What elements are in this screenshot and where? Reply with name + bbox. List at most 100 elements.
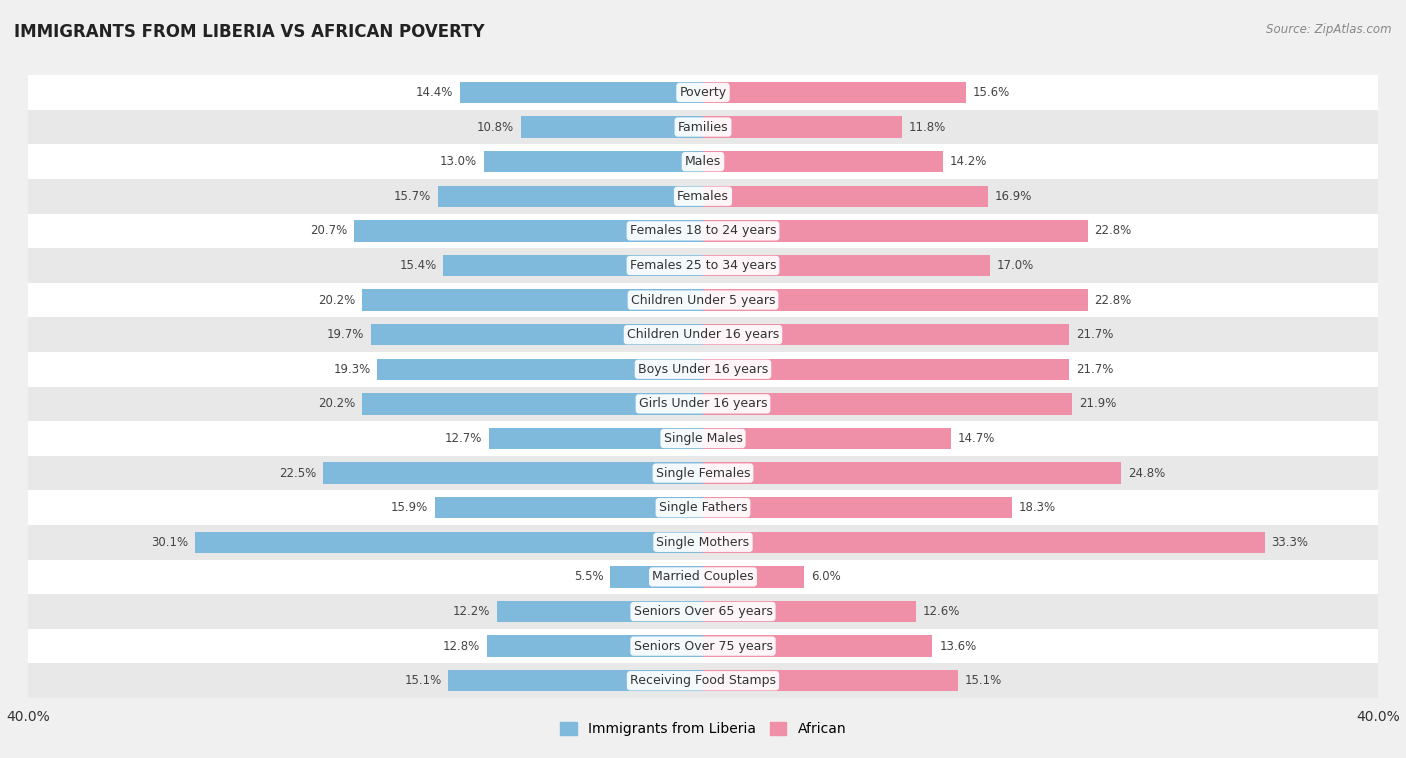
- Bar: [28, 387, 1378, 421]
- Text: IMMIGRANTS FROM LIBERIA VS AFRICAN POVERTY: IMMIGRANTS FROM LIBERIA VS AFRICAN POVER…: [14, 23, 485, 41]
- Bar: [460, 82, 703, 103]
- Bar: [323, 462, 703, 484]
- Text: 15.7%: 15.7%: [394, 190, 432, 202]
- Text: Seniors Over 75 years: Seniors Over 75 years: [634, 640, 772, 653]
- Text: Single Males: Single Males: [664, 432, 742, 445]
- Bar: [449, 670, 703, 691]
- Text: 15.1%: 15.1%: [405, 674, 441, 688]
- Bar: [703, 462, 1122, 484]
- Text: Children Under 16 years: Children Under 16 years: [627, 328, 779, 341]
- Bar: [28, 248, 1378, 283]
- Bar: [703, 186, 988, 207]
- Bar: [443, 255, 703, 276]
- Text: 12.7%: 12.7%: [444, 432, 482, 445]
- Bar: [434, 497, 703, 518]
- Bar: [703, 324, 1069, 346]
- Text: 22.5%: 22.5%: [280, 467, 316, 480]
- Text: 14.2%: 14.2%: [949, 155, 987, 168]
- Text: Girls Under 16 years: Girls Under 16 years: [638, 397, 768, 410]
- Text: 21.7%: 21.7%: [1076, 328, 1114, 341]
- Bar: [703, 531, 1265, 553]
- Text: 6.0%: 6.0%: [811, 571, 841, 584]
- Text: 13.6%: 13.6%: [939, 640, 976, 653]
- Bar: [28, 214, 1378, 248]
- Text: 20.7%: 20.7%: [309, 224, 347, 237]
- Text: Seniors Over 65 years: Seniors Over 65 years: [634, 605, 772, 618]
- Bar: [28, 318, 1378, 352]
- Text: Females 18 to 24 years: Females 18 to 24 years: [630, 224, 776, 237]
- Bar: [195, 531, 703, 553]
- Text: 22.8%: 22.8%: [1094, 224, 1132, 237]
- Bar: [439, 186, 703, 207]
- Bar: [703, 151, 942, 172]
- Text: 15.1%: 15.1%: [965, 674, 1001, 688]
- Text: 24.8%: 24.8%: [1128, 467, 1166, 480]
- Bar: [363, 393, 703, 415]
- Bar: [28, 456, 1378, 490]
- Bar: [703, 670, 957, 691]
- Bar: [28, 75, 1378, 110]
- Text: 5.5%: 5.5%: [574, 571, 603, 584]
- Bar: [354, 220, 703, 242]
- Text: 14.4%: 14.4%: [416, 86, 453, 99]
- Bar: [363, 290, 703, 311]
- Text: 21.9%: 21.9%: [1080, 397, 1116, 410]
- Text: Females: Females: [678, 190, 728, 202]
- Text: 12.8%: 12.8%: [443, 640, 481, 653]
- Text: 30.1%: 30.1%: [152, 536, 188, 549]
- Bar: [377, 359, 703, 380]
- Text: 15.4%: 15.4%: [399, 259, 436, 272]
- Bar: [703, 116, 903, 138]
- Text: 33.3%: 33.3%: [1271, 536, 1309, 549]
- Text: 16.9%: 16.9%: [995, 190, 1032, 202]
- Bar: [28, 594, 1378, 629]
- Text: 14.7%: 14.7%: [957, 432, 995, 445]
- Text: 20.2%: 20.2%: [318, 293, 356, 306]
- Bar: [371, 324, 703, 346]
- Bar: [28, 525, 1378, 559]
- Text: Receiving Food Stamps: Receiving Food Stamps: [630, 674, 776, 688]
- Text: 12.6%: 12.6%: [922, 605, 960, 618]
- Bar: [28, 179, 1378, 214]
- Bar: [703, 428, 950, 449]
- Bar: [703, 497, 1012, 518]
- Bar: [498, 601, 703, 622]
- Text: 11.8%: 11.8%: [908, 121, 946, 133]
- Text: 21.7%: 21.7%: [1076, 363, 1114, 376]
- Text: Poverty: Poverty: [679, 86, 727, 99]
- Text: 19.3%: 19.3%: [333, 363, 371, 376]
- Text: Families: Families: [678, 121, 728, 133]
- Bar: [610, 566, 703, 587]
- Bar: [703, 290, 1088, 311]
- Bar: [28, 629, 1378, 663]
- Bar: [703, 220, 1088, 242]
- Bar: [28, 110, 1378, 144]
- Text: 15.6%: 15.6%: [973, 86, 1010, 99]
- Bar: [28, 559, 1378, 594]
- Text: Boys Under 16 years: Boys Under 16 years: [638, 363, 768, 376]
- Bar: [703, 82, 966, 103]
- Text: 19.7%: 19.7%: [326, 328, 364, 341]
- Text: 18.3%: 18.3%: [1018, 501, 1056, 514]
- Bar: [28, 421, 1378, 456]
- Text: 12.2%: 12.2%: [453, 605, 491, 618]
- Bar: [28, 144, 1378, 179]
- Bar: [28, 283, 1378, 318]
- Text: Single Fathers: Single Fathers: [659, 501, 747, 514]
- Bar: [703, 601, 915, 622]
- Text: Single Females: Single Females: [655, 467, 751, 480]
- Bar: [28, 490, 1378, 525]
- Text: Females 25 to 34 years: Females 25 to 34 years: [630, 259, 776, 272]
- Text: 17.0%: 17.0%: [997, 259, 1033, 272]
- Bar: [703, 255, 990, 276]
- Text: 20.2%: 20.2%: [318, 397, 356, 410]
- Text: Males: Males: [685, 155, 721, 168]
- Text: 15.9%: 15.9%: [391, 501, 427, 514]
- Text: 10.8%: 10.8%: [477, 121, 515, 133]
- Legend: Immigrants from Liberia, African: Immigrants from Liberia, African: [560, 722, 846, 736]
- Text: Married Couples: Married Couples: [652, 571, 754, 584]
- Bar: [703, 566, 804, 587]
- Bar: [703, 359, 1069, 380]
- Text: Source: ZipAtlas.com: Source: ZipAtlas.com: [1267, 23, 1392, 36]
- Bar: [520, 116, 703, 138]
